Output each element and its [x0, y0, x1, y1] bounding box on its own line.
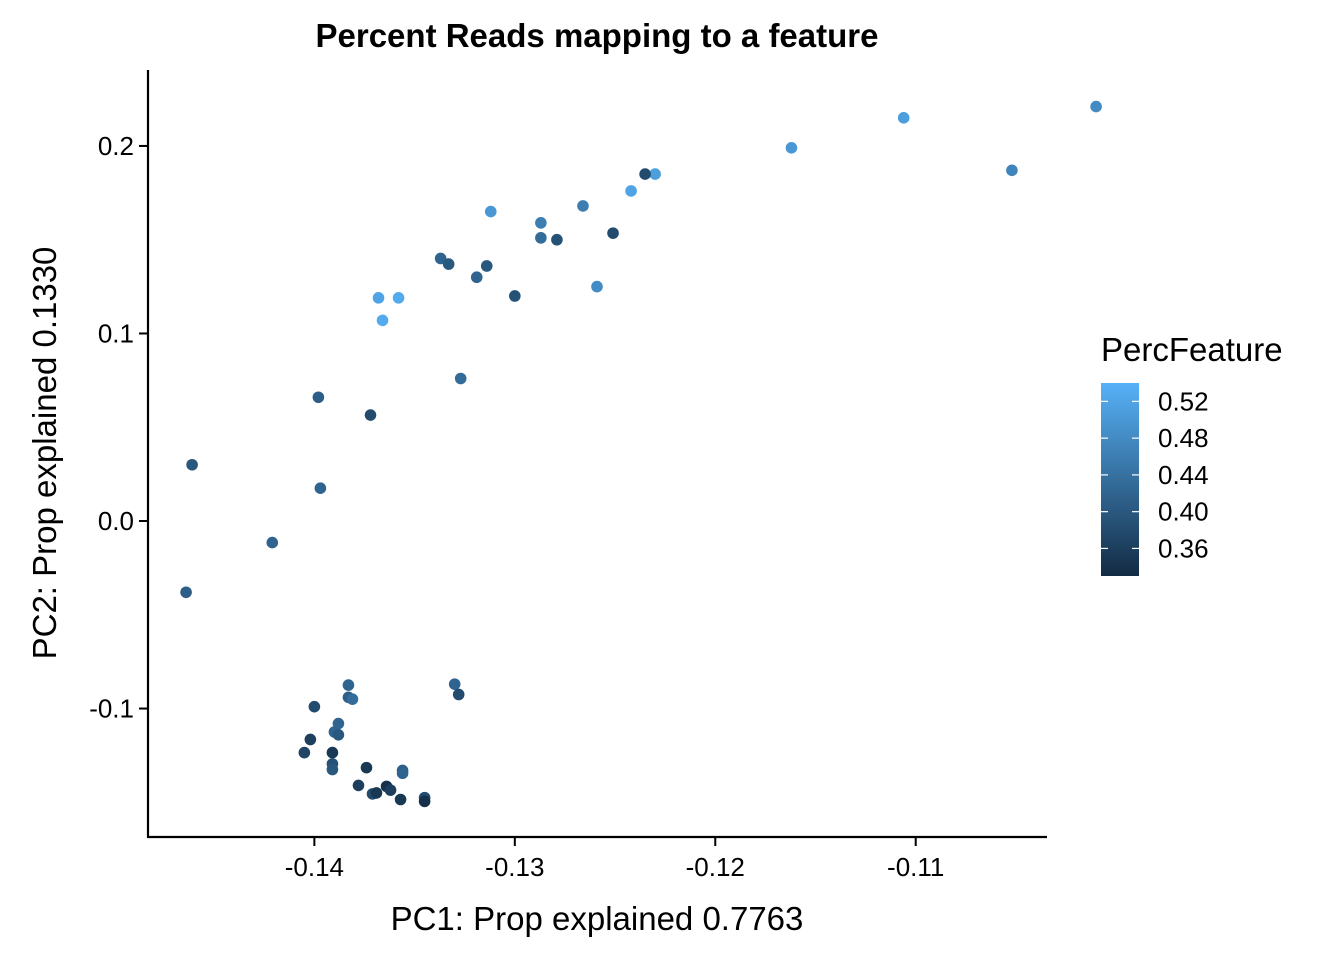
data-point — [312, 391, 325, 404]
data-point — [897, 112, 910, 124]
x-axis-title: PC1: Prop explained 0.7763 — [391, 900, 804, 937]
data-point — [372, 292, 385, 304]
data-point — [376, 314, 389, 327]
data-point — [535, 232, 547, 244]
chart-title: Percent Reads mapping to a feature — [316, 17, 879, 54]
y-tick-label: 0.0 — [98, 506, 134, 536]
data-point — [180, 586, 192, 599]
data-point — [470, 271, 483, 284]
data-point — [454, 372, 467, 385]
colorbar — [1101, 383, 1139, 576]
data-point — [649, 168, 661, 180]
data-point — [607, 227, 619, 239]
x-tick-label: -0.12 — [686, 852, 745, 882]
data-point — [332, 728, 345, 741]
data-point — [342, 679, 355, 691]
legend-tick-label: 0.52 — [1158, 386, 1209, 416]
legend-tick-label: 0.44 — [1158, 460, 1209, 490]
data-point — [1090, 100, 1102, 113]
data-point — [346, 693, 359, 705]
data-point — [384, 784, 397, 796]
data-point — [484, 205, 497, 218]
data-point — [304, 733, 317, 746]
data-point — [535, 217, 547, 229]
data-point — [364, 409, 377, 421]
data-point — [480, 260, 493, 272]
data-point — [314, 482, 327, 494]
data-point — [442, 258, 455, 270]
data-point — [625, 185, 637, 197]
x-tick-label: -0.14 — [285, 852, 344, 882]
data-point — [326, 746, 339, 759]
data-point — [186, 458, 198, 471]
y-tick-label: -0.1 — [89, 694, 134, 724]
points-layer — [180, 100, 1102, 808]
data-point — [326, 763, 339, 776]
plot-panel: -0.14 -0.13 -0.12 -0.11 -0.1 0.0 0.1 0.2 — [89, 70, 1102, 882]
data-point — [396, 767, 409, 780]
x-tick-label: -0.13 — [485, 852, 544, 882]
data-point — [370, 787, 383, 799]
y-axis-title: PC2: Prop explained 0.1330 — [26, 247, 63, 660]
data-point — [1006, 164, 1018, 177]
data-point — [360, 761, 373, 774]
x-ticks: -0.14 -0.13 -0.12 -0.11 — [285, 837, 944, 882]
x-tick-label: -0.11 — [887, 852, 944, 882]
legend-tick-label: 0.48 — [1158, 423, 1209, 453]
data-point — [509, 290, 521, 302]
data-point — [308, 700, 321, 713]
data-point — [591, 280, 603, 293]
colorbar-legend: PercFeature 0.36 0.40 0.44 0.48 0.52 — [1101, 331, 1283, 576]
data-point — [577, 200, 589, 212]
data-point — [448, 678, 461, 690]
y-ticks: -0.1 0.0 0.1 0.2 — [89, 131, 148, 724]
legend-title: PercFeature — [1101, 331, 1283, 368]
legend-ticks: 0.36 0.40 0.44 0.48 0.52 — [1101, 386, 1209, 563]
data-point — [392, 292, 405, 304]
legend-tick-label: 0.36 — [1158, 533, 1209, 563]
data-point — [352, 779, 365, 792]
y-tick-label: 0.2 — [98, 131, 134, 161]
legend-tick-label: 0.40 — [1158, 497, 1209, 527]
data-point — [394, 793, 407, 806]
data-point — [266, 536, 279, 549]
data-point — [785, 142, 798, 154]
data-point — [298, 746, 311, 759]
data-point — [551, 233, 563, 246]
data-point — [639, 168, 651, 180]
y-tick-label: 0.1 — [98, 318, 134, 348]
data-point — [418, 795, 431, 808]
data-point — [452, 688, 465, 701]
